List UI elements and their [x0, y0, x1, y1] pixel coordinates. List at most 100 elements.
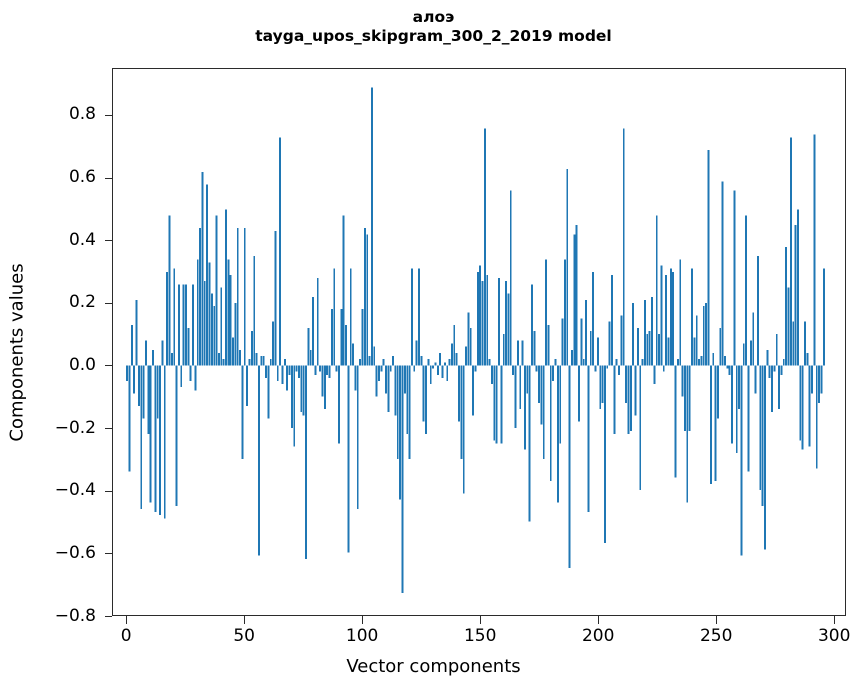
x-axis-label: Vector components: [346, 656, 521, 677]
bar: [822, 268, 825, 366]
bar: [601, 365, 604, 403]
bar: [709, 365, 712, 484]
bar: [728, 365, 731, 375]
bar: [298, 365, 300, 378]
bar: [684, 365, 686, 431]
bar: [540, 365, 543, 425]
bar: [531, 284, 533, 366]
bar: [731, 365, 733, 444]
bar: [507, 293, 510, 366]
bar: [269, 359, 272, 366]
bar: [354, 365, 357, 391]
bar: [326, 365, 329, 375]
bar: [312, 296, 315, 366]
bar: [493, 365, 496, 441]
bar: [582, 359, 585, 366]
bar: [288, 365, 291, 375]
bar: [232, 337, 234, 366]
bar: [693, 337, 696, 366]
bar: [370, 87, 373, 366]
bar: [335, 365, 338, 372]
bar: [462, 365, 465, 494]
bar: [575, 224, 578, 366]
bar: [542, 365, 545, 460]
bar: [380, 365, 383, 372]
bar: [634, 365, 637, 416]
bar: [811, 365, 813, 394]
bar: [396, 365, 399, 460]
bar: [622, 128, 625, 366]
bar: [201, 171, 204, 366]
bar: [387, 365, 390, 413]
y-axis-label: Components values: [6, 263, 28, 442]
bar: [152, 349, 154, 366]
bar: [147, 365, 150, 435]
bar: [182, 284, 185, 366]
bar: [227, 259, 230, 366]
bar: [316, 278, 319, 366]
bar: [194, 365, 197, 391]
bar: [262, 356, 265, 366]
bar: [571, 349, 573, 366]
bar: [691, 268, 693, 366]
x-tick-mark: [598, 616, 600, 624]
y-tick-label: −0.4: [54, 480, 96, 501]
x-tick-label: 100: [345, 626, 379, 646]
bar: [745, 215, 748, 366]
bar: [533, 331, 536, 366]
y-tick-mark: [104, 302, 112, 304]
bar: [655, 215, 658, 366]
bar: [208, 262, 211, 366]
bar: [206, 184, 209, 366]
bar: [502, 334, 505, 366]
x-tick-mark: [362, 616, 364, 624]
bar: [653, 365, 656, 385]
bar: [491, 365, 493, 385]
bar: [603, 365, 606, 544]
bar: [526, 365, 529, 394]
bar: [342, 215, 345, 366]
bar: [712, 352, 715, 366]
bar: [688, 365, 691, 431]
bar: [302, 365, 305, 416]
bar: [458, 365, 460, 422]
x-tick-label: 300: [817, 626, 851, 646]
bar: [782, 359, 785, 366]
bar: [639, 365, 642, 491]
bar: [643, 299, 646, 366]
bar: [375, 365, 378, 397]
x-tick-mark: [480, 616, 482, 624]
bar: [163, 365, 166, 519]
bar: [608, 321, 611, 366]
bar: [815, 365, 818, 469]
bar: [488, 359, 491, 366]
x-tick-mark: [716, 616, 718, 624]
bar: [698, 359, 701, 366]
bar: [330, 309, 333, 366]
bar: [627, 365, 630, 435]
bar: [625, 365, 628, 403]
bar: [359, 359, 362, 366]
bar: [366, 234, 369, 366]
bar: [695, 315, 698, 366]
bar: [145, 340, 147, 366]
bar: [702, 306, 705, 366]
bar: [161, 340, 164, 366]
bar: [660, 265, 663, 366]
bar: [472, 365, 475, 416]
bar: [563, 259, 566, 366]
bar: [606, 365, 609, 369]
bar: [378, 365, 380, 382]
bar: [483, 128, 486, 366]
bar: [528, 365, 531, 522]
bar: [199, 228, 202, 366]
bar: [328, 365, 331, 378]
bar: [545, 259, 548, 366]
bar: [418, 268, 420, 366]
bar: [356, 365, 359, 509]
bar: [260, 356, 263, 366]
bar: [137, 365, 140, 406]
bar: [389, 365, 392, 372]
bar: [498, 278, 500, 366]
bar: [780, 365, 783, 375]
